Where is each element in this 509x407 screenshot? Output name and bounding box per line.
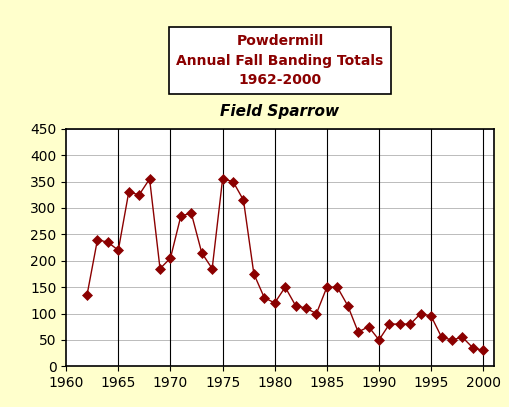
Text: Powdermill
Annual Fall Banding Totals
1962-2000: Powdermill Annual Fall Banding Totals 19…	[176, 34, 384, 87]
Text: Field Sparrow: Field Sparrow	[220, 104, 340, 119]
